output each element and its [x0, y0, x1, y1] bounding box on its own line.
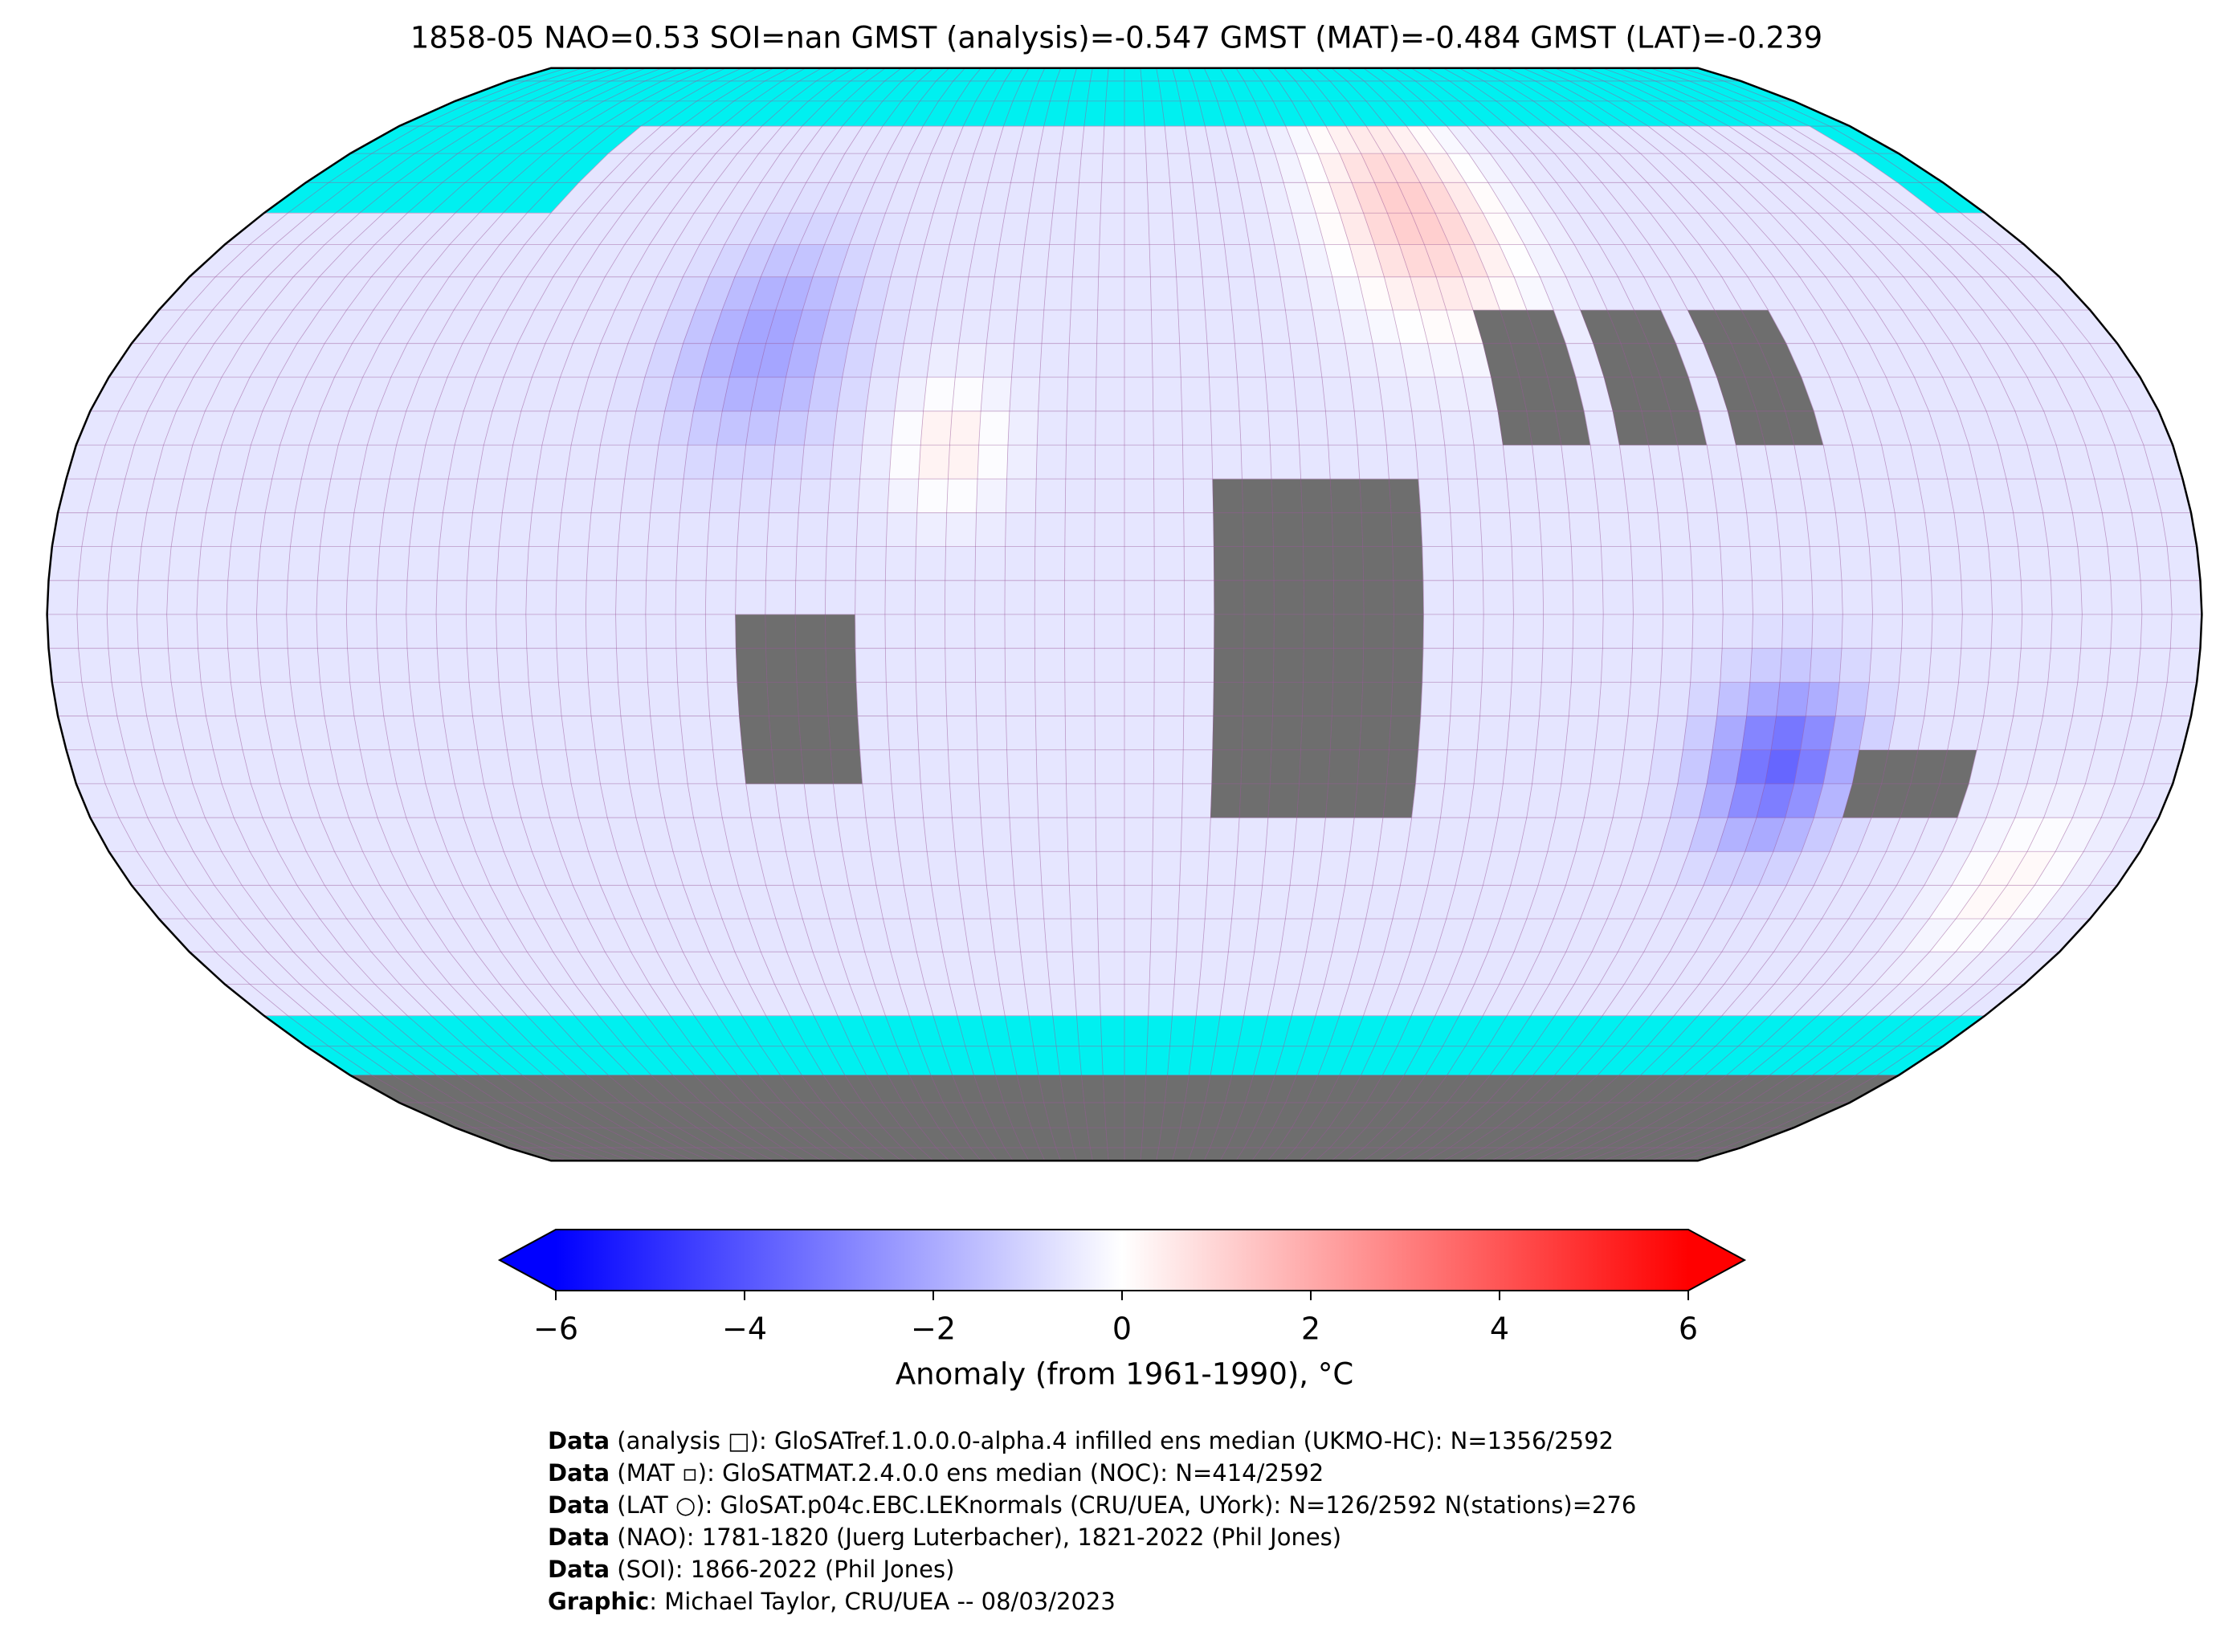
footer-text: (LAT ○): GloSAT.p04c.EBC.LEKnormals (CRU… [610, 1491, 1636, 1519]
footer: Data (analysis □): GloSATref.1.0.0.0-alp… [548, 1427, 1636, 1615]
map-border [46, 67, 2203, 1162]
colorbar-label: Anomaly (from 1961-1990), °C [896, 1357, 1353, 1392]
footer-line: Graphic: Michael Taylor, CRU/UEA -- 08/0… [548, 1588, 1116, 1615]
footer-line: Data (analysis □): GloSATref.1.0.0.0-alp… [548, 1427, 1614, 1454]
footer-bold: Data [548, 1459, 610, 1487]
footer-bold: Data [548, 1524, 610, 1551]
footer-line: Data (SOI): 1866-2022 (Phil Jones) [548, 1556, 954, 1583]
colorbar-extend-low [500, 1230, 556, 1291]
footer-text: : Michael Taylor, CRU/UEA -- 08/03/2023 [649, 1588, 1116, 1615]
colorbar-tick-label: −6 [533, 1311, 578, 1347]
colorbar-tick-label: 0 [1112, 1311, 1132, 1347]
footer-line: Data (MAT ▫): GloSATMAT.2.4.0.0 ens medi… [548, 1459, 1324, 1487]
footer-bold: Data [548, 1556, 610, 1583]
footer-text: (MAT ▫): GloSATMAT.2.4.0.0 ens median (N… [610, 1459, 1324, 1487]
footer-line: Data (LAT ○): GloSAT.p04c.EBC.LEKnormals… [548, 1491, 1636, 1519]
colorbar-tick-label: 4 [1490, 1311, 1509, 1347]
colorbar-tick-label: −2 [911, 1311, 956, 1347]
colorbar-gradient [556, 1230, 1688, 1291]
colorbar: −6 −4 −2 0 2 4 6 [497, 1229, 1747, 1347]
colorbar-extend-high [1688, 1230, 1745, 1291]
footer-text: (SOI): 1866-2022 (Phil Jones) [610, 1556, 954, 1583]
footer-text: (analysis □): GloSATref.1.0.0.0-alpha.4 … [610, 1427, 1614, 1454]
colorbar-tick-label: 2 [1301, 1311, 1320, 1347]
footer-text: (NAO): 1781-1820 (Juerg Luterbacher), 18… [610, 1524, 1341, 1551]
footer-bold: Data [548, 1491, 610, 1519]
map [46, 67, 2203, 1162]
figure-title: 1858-05 NAO=0.53 SOI=nan GMST (analysis)… [410, 21, 1822, 55]
footer-bold: Graphic [548, 1588, 649, 1615]
colorbar-tick-label: −4 [722, 1311, 767, 1347]
footer-line: Data (NAO): 1781-1820 (Juerg Luterbacher… [548, 1524, 1341, 1551]
colorbar-tick-label: 6 [1679, 1311, 1698, 1347]
footer-bold: Data [548, 1427, 610, 1454]
